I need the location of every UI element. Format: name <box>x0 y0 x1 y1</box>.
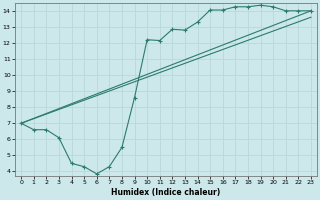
X-axis label: Humidex (Indice chaleur): Humidex (Indice chaleur) <box>111 188 221 197</box>
